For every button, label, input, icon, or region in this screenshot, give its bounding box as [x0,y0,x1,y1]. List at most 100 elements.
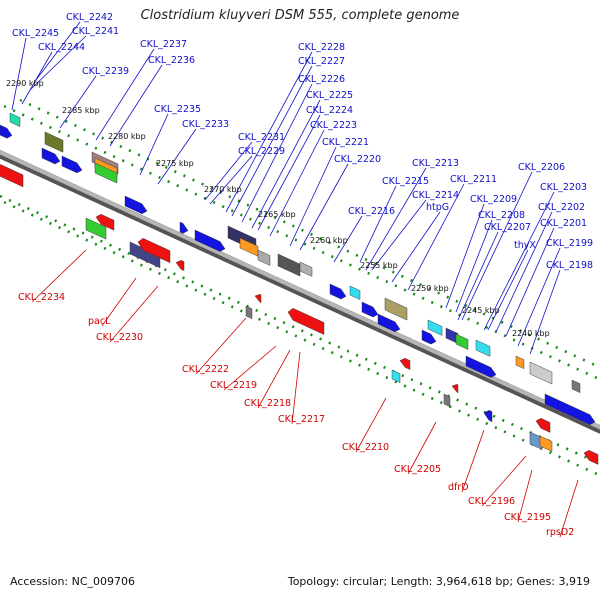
reverse-gene-label-leader [257,349,291,409]
reverse-gene-label-leader [517,469,533,523]
reverse-gene-label-leader [109,285,159,343]
forward-gene-label-leader [11,37,27,111]
forward-gene-label: CKL_2209 [470,194,517,205]
forward-gene-label: CKL_2221 [322,137,369,148]
forward-gene-label-leader [59,75,97,129]
reverse-gene-label-leader [461,429,485,493]
gene-block [515,355,525,369]
forward-gene-label: CKL_2244 [38,42,85,53]
gene-block-shape [94,162,118,184]
gene-block [483,410,493,422]
gene-block-shape [349,285,361,300]
map-title: Clostridium kluyveri DSM 555, complete g… [140,8,460,23]
forward-gene-label-leader [517,247,561,347]
gene-block-shape [384,297,408,321]
gene-block-shape [9,112,21,127]
genome-backbone [0,149,600,434]
gene-features [0,112,599,465]
forward-gene-label: CKL_2235 [154,104,201,115]
gene-block-shape [377,313,401,333]
tick-dot-tracks [0,98,600,477]
gene-block-shape [583,450,599,465]
gene-block-shape [61,155,83,174]
forward-gene-label: CKL_2199 [546,238,593,249]
forward-gene-label: CKL_2233 [182,119,229,130]
gene-block-shape [137,238,171,264]
forward-gene-label: CKL_2242 [66,12,113,23]
reverse-gene-label-leader [195,317,247,375]
forward-gene-label: CKL_2227 [298,56,345,67]
gene-block [287,308,325,335]
gene-block [124,195,148,215]
forward-gene-label: CKL_2206 [518,162,565,173]
reverse-gene-label-leader [101,277,137,327]
gene-block [41,147,61,165]
forward-gene-label: CKL_2225 [306,90,353,101]
gene-block [277,253,301,277]
gene-block-shape [529,361,553,385]
gene-block [179,221,189,234]
reverse-gene-label-leader [291,351,301,425]
forward-gene-label: CKL_2201 [540,218,587,229]
gene-block [329,283,347,300]
forward-gene-label: CKL_2229 [238,146,285,157]
gene-block [194,229,226,252]
forward-gene-label-leader [109,64,163,147]
scale-label: 2250 kbp [411,284,449,293]
reverse-gene-label-leader [481,455,527,507]
reverse-gene-label-leader [559,479,579,538]
gene-block-shape [539,435,553,452]
gene-block [529,361,553,385]
reverse-gene-label: rpsD2 [546,527,574,538]
forward-gene-label: CKL_2213 [412,158,459,169]
gene-block-shape [95,214,115,231]
reverse-gene-label: dfrD [448,482,469,493]
reverse-gene-label: CKL_2218 [244,398,291,409]
forward-gene-label-leader [21,51,53,105]
gene-block [421,329,437,345]
gene-block-shape [391,369,401,383]
gene-block-shape [329,283,347,300]
forward-gene-label-leader [359,185,397,263]
forward-gene-label: CKL_2239 [82,66,129,77]
gene-block-shape [571,379,581,393]
forward-gene-label-leader [269,129,325,237]
gene-block-shape [299,261,313,277]
reverse-gene-label-leader [407,421,437,475]
reverse-gene-label: CKL_2217 [278,414,325,425]
gene-block-shape [44,131,64,153]
gene-block-shape [465,355,497,378]
gene-block [399,358,411,370]
gene-block [391,369,401,383]
gene-block [384,297,408,321]
gene-block [257,249,271,266]
scale-label: 2255 kbp [360,261,398,270]
forward-gene-label-leader [35,21,81,81]
forward-gene-label: CKL_2220 [334,154,381,165]
forward-gene-label: CKL_2211 [450,174,497,185]
gene-block [0,124,13,139]
forward-gene-label-leader [204,141,253,201]
gene-block [85,217,107,240]
genome-summary-text: Topology: circular; Length: 3,964,618 bp… [287,575,590,588]
gene-block [451,384,459,394]
gene-block-shape [124,195,148,215]
gene-block-shape [451,384,459,394]
forward-gene-label-leader [371,199,427,271]
forward-gene-label: CKL_2216 [348,206,395,217]
forward-gene-label: CKL_2208 [478,210,525,221]
forward-gene-label-leader [289,146,337,247]
reverse-gene-label: CKL_2222 [182,364,229,375]
forward-gene-label: CKL_2203 [540,182,587,193]
forward-gene-label: CKL_2241 [72,26,119,37]
gene-block-shape [0,124,13,139]
reverse-gene-label-leader [31,249,87,303]
forward-gene-label-leader [225,51,313,213]
forward-gene-label: CKL_2245 [12,28,59,39]
scale-labels: 2290 kbp 2285 kbp 2280 kbp 2275 kbp 2270 kbp… [6,79,550,338]
gene-block-shape [0,164,24,188]
gene-block-shape [544,393,596,425]
forward-gene-label: thyX [514,240,536,251]
lower-scale-track [0,194,600,465]
